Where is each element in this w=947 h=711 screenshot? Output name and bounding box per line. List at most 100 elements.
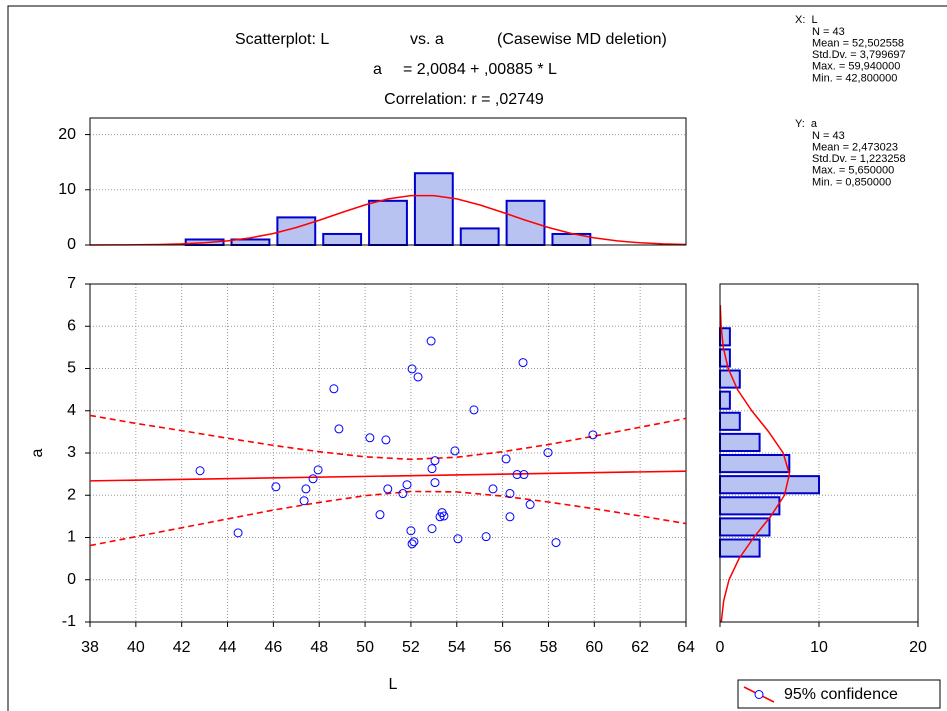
stats-line: Min. = 0,850000 xyxy=(812,176,891,188)
point xyxy=(299,496,309,506)
x-tick-label: 52 xyxy=(402,639,420,656)
point xyxy=(334,424,344,434)
stats-line: Mean = 2,473023 xyxy=(812,142,898,154)
confidence-band xyxy=(89,490,687,547)
point xyxy=(409,537,419,547)
fit-line xyxy=(89,470,687,482)
plot-frame xyxy=(89,283,687,623)
y-tick-label: 0 xyxy=(67,236,76,253)
point xyxy=(588,430,598,440)
stats-line: Std.Dv. = 3,799697 xyxy=(812,49,906,61)
point xyxy=(398,489,408,499)
point xyxy=(505,512,515,522)
point xyxy=(406,526,416,536)
point xyxy=(501,454,511,464)
normal-curve xyxy=(719,305,791,623)
point xyxy=(402,480,412,490)
histogram-bar xyxy=(719,411,741,431)
histogram-bar xyxy=(719,475,820,495)
confidence-band xyxy=(89,414,687,461)
x-tick-label: 38 xyxy=(81,639,99,656)
stats-line: Std.Dv. = 1,223258 xyxy=(812,153,906,165)
title-part: vs. a xyxy=(410,31,444,48)
histogram-bar xyxy=(505,199,546,246)
plot-frame xyxy=(719,283,919,623)
stats-heading: X: L xyxy=(795,14,818,26)
point xyxy=(407,364,417,374)
point xyxy=(430,478,440,488)
point xyxy=(233,528,243,538)
point xyxy=(426,336,436,346)
point xyxy=(313,465,323,475)
frame xyxy=(7,5,947,711)
x-tick-label: 10 xyxy=(810,639,828,656)
equation-part: = 2,0084 + ,00885 * L xyxy=(403,61,557,78)
histogram-bar xyxy=(459,227,500,247)
point xyxy=(195,466,205,476)
y-tick-label: 6 xyxy=(67,317,76,334)
y-tick-label: 0 xyxy=(67,571,76,588)
x-tick-label: 54 xyxy=(448,639,466,656)
x-tick-label: 44 xyxy=(219,639,237,656)
x-tick-label: 56 xyxy=(494,639,512,656)
x-tick-label: 48 xyxy=(310,639,328,656)
point xyxy=(329,384,339,394)
point xyxy=(308,474,318,484)
x-tick-label: 0 xyxy=(716,639,725,656)
stats-line: Max. = 59,940000 xyxy=(812,61,900,73)
point xyxy=(271,482,281,492)
point xyxy=(413,372,423,382)
stats-heading: Y: a xyxy=(795,118,818,130)
x-tick-label: 50 xyxy=(356,639,374,656)
point xyxy=(435,512,445,522)
x-tick-label: 58 xyxy=(540,639,558,656)
y-axis-label: a xyxy=(29,448,46,457)
x-tick-label: 60 xyxy=(585,639,603,656)
point xyxy=(512,470,522,480)
point xyxy=(407,539,417,549)
normal-curve xyxy=(89,194,687,246)
y-tick-label: 5 xyxy=(67,360,76,377)
point xyxy=(383,484,393,494)
histogram-bar xyxy=(322,232,363,247)
x-tick-label: 64 xyxy=(677,639,695,656)
point xyxy=(481,532,491,542)
correlation: Correlation: r = ,02749 xyxy=(384,91,544,108)
stats-line: Max. = 5,650000 xyxy=(812,165,894,177)
y-tick-label: 4 xyxy=(67,402,76,419)
stats-line: Min. = 42,800000 xyxy=(812,72,897,84)
x-tick-label: 62 xyxy=(631,639,649,656)
y-tick-label: 7 xyxy=(67,275,76,292)
point xyxy=(439,511,449,521)
point xyxy=(525,500,535,510)
histogram-bar xyxy=(719,538,761,558)
equation-part: a xyxy=(373,61,382,78)
y-tick-label: 1 xyxy=(67,529,76,546)
title-part: (Casewise MD deletion) xyxy=(497,31,667,48)
point xyxy=(518,358,528,368)
y-tick-label: 2 xyxy=(67,486,76,503)
x-axis-label: L xyxy=(389,676,398,693)
plot-frame xyxy=(89,117,687,246)
y-tick-label: -1 xyxy=(62,613,76,630)
histogram-bar xyxy=(368,199,408,246)
point xyxy=(430,456,440,466)
legend-label: 95% confidence xyxy=(784,686,898,703)
point xyxy=(519,470,529,480)
y-tick-label: 3 xyxy=(67,444,76,461)
stats-line: N = 43 xyxy=(812,130,845,142)
histogram-bar xyxy=(719,496,781,516)
point xyxy=(365,433,375,443)
point xyxy=(551,538,561,548)
histogram-bar xyxy=(719,432,761,452)
y-tick-label: 10 xyxy=(58,181,76,198)
title-part: Scatterplot: L xyxy=(235,31,329,48)
point xyxy=(505,489,515,499)
y-tick-label: 20 xyxy=(58,126,76,143)
legend-marker xyxy=(754,690,764,699)
point xyxy=(301,484,311,494)
point xyxy=(450,446,460,456)
histogram-bar xyxy=(413,172,454,246)
point xyxy=(381,435,391,445)
